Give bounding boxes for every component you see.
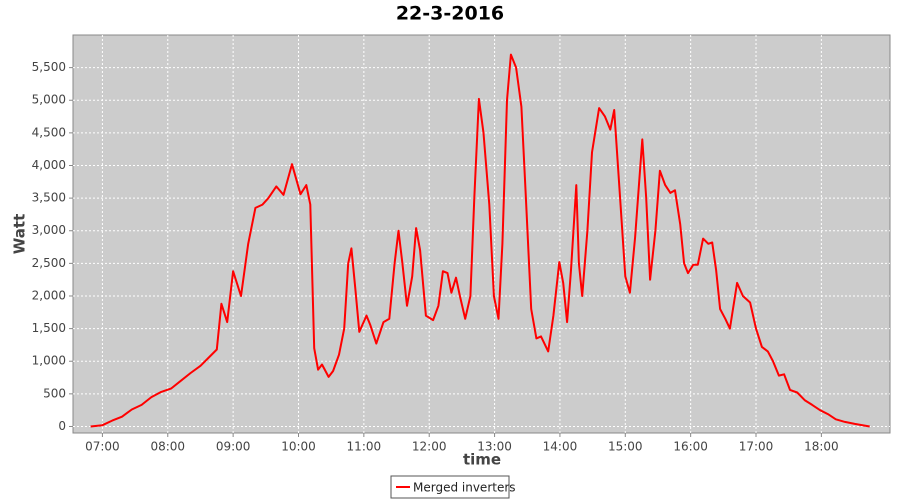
legend-label: Merged inverters [413, 481, 516, 495]
x-tick-label: 16:00 [673, 440, 708, 454]
y-tick-label: 1,000 [32, 354, 66, 368]
y-tick-label: 3,500 [32, 191, 66, 205]
x-tick-label: 13:00 [477, 440, 512, 454]
y-tick-label: 4,500 [32, 125, 66, 139]
x-tick-label: 08:00 [150, 440, 185, 454]
x-tick-label: 15:00 [608, 440, 643, 454]
legend-box [390, 475, 510, 499]
x-tick-label: 18:00 [804, 440, 839, 454]
data-line [90, 53, 870, 428]
y-axis-label: Watt [11, 214, 29, 254]
x-tick-label: 07:00 [85, 440, 120, 454]
x-tick-label: 10:00 [281, 440, 316, 454]
legend: Merged inverters [390, 475, 516, 499]
chart-title: 22-3-2016 [396, 3, 504, 25]
x-axis-label: time [463, 451, 501, 469]
plot-area [72, 34, 891, 434]
x-tick-label: 14:00 [543, 440, 578, 454]
x-tick-label: 09:00 [216, 440, 251, 454]
y-tick-label: 2,000 [32, 288, 66, 302]
y-tick-label: 5,000 [32, 93, 66, 107]
x-tick-label: 11:00 [347, 440, 382, 454]
x-tick-label: 17:00 [739, 440, 774, 454]
y-tick-label: 500 [43, 386, 66, 400]
y-tick-label: 2,500 [32, 256, 66, 270]
y-tick-label: 0 [58, 419, 66, 433]
y-tick-label: 1,500 [32, 321, 66, 335]
y-tick-label: 4,000 [32, 158, 66, 172]
y-tick-label: 3,000 [32, 223, 66, 237]
x-tick-label: 12:00 [412, 440, 447, 454]
y-tick-label: 5,500 [32, 60, 66, 74]
